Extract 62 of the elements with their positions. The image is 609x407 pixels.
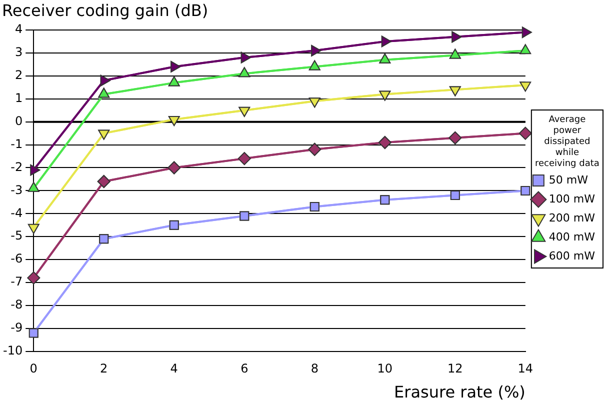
y-tick-label: -7 — [10, 274, 23, 289]
x-tick-label: 6 — [240, 362, 248, 376]
point — [100, 74, 110, 86]
x-tick-label: 0 — [30, 362, 38, 376]
y-tick-label: -10 — [2, 344, 23, 358]
point — [168, 76, 180, 86]
legend-label: 50 mW — [548, 173, 588, 186]
x-tick-label: 4 — [170, 362, 178, 376]
point — [308, 60, 320, 70]
x-tick-label: 12 — [448, 362, 463, 376]
point — [520, 44, 532, 54]
point — [379, 53, 391, 64]
point — [168, 161, 181, 174]
legend-label: 200 mW — [548, 211, 596, 224]
y-tick-label: 1 — [14, 90, 23, 105]
legend-title: Average power dissipated while receiving data — [535, 115, 600, 169]
point — [28, 328, 38, 338]
point — [308, 142, 322, 156]
point — [240, 211, 250, 221]
x-tick-label: 14 — [518, 362, 534, 376]
y-tick-label: 4 — [14, 22, 23, 36]
x-tick-label: 10 — [377, 362, 393, 376]
point — [452, 31, 462, 43]
point — [98, 88, 110, 98]
y-tick-label: -4 — [10, 206, 23, 220]
point — [448, 131, 462, 144]
point — [518, 126, 532, 140]
point — [30, 164, 40, 176]
y-tick-label: -2 — [10, 160, 23, 174]
x-tick-label: 2 — [100, 362, 108, 376]
point — [28, 224, 40, 234]
y-tick-label: -6 — [10, 252, 23, 266]
point — [378, 136, 392, 149]
y-tick-label: -9 — [10, 320, 23, 335]
x-axis-title: Erasure rate (%) — [394, 382, 526, 402]
y-tick-label: -8 — [10, 298, 23, 312]
point — [238, 152, 251, 166]
point — [380, 195, 390, 205]
y-tick-label: -5 — [10, 228, 23, 243]
y-axis-title: Receiver coding gain (dB) — [2, 1, 208, 20]
y-tick-label: 3 — [14, 45, 23, 60]
point — [381, 36, 392, 48]
point — [240, 52, 251, 64]
point — [311, 44, 322, 56]
y-tick-label: -3 — [10, 182, 23, 197]
point — [238, 67, 250, 78]
legend-label: 100 mW — [548, 192, 596, 206]
point — [170, 61, 181, 72]
y-tick-label: 0 — [14, 114, 23, 128]
x-tick-label: 8 — [310, 362, 318, 376]
legend-label: 400 mW — [548, 230, 596, 244]
point — [522, 26, 532, 38]
point — [99, 234, 109, 244]
point — [450, 190, 460, 200]
y-tick-label: 2 — [14, 68, 23, 82]
point — [97, 175, 110, 188]
point — [169, 220, 179, 230]
y-tick-label: -1 — [10, 136, 23, 151]
point — [449, 48, 461, 59]
point — [310, 202, 320, 212]
legend-label: 600 mW — [548, 249, 596, 262]
point — [520, 186, 530, 196]
